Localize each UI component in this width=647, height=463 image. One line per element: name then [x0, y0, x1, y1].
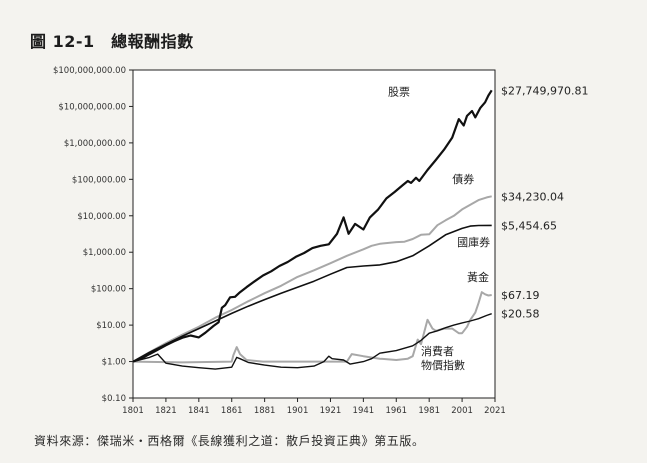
x-tick-label: 1861	[221, 406, 243, 416]
y-tick-label: $1,000.00	[83, 248, 126, 258]
y-tick-label: $0.10	[102, 394, 126, 404]
x-tick-label: 1841	[188, 406, 210, 416]
end-value-label: $67.19	[501, 289, 540, 302]
series-line	[132, 313, 492, 370]
x-tick-label: 1881	[254, 406, 276, 416]
end-value-label: $5,454.65	[501, 219, 557, 232]
series-name-label: 消費者	[421, 344, 454, 358]
y-tick-label: $100,000.00	[72, 175, 126, 185]
series-line	[132, 291, 492, 364]
plot-area	[132, 69, 496, 399]
series-name-label: 物價指數	[421, 358, 465, 372]
y-tick-label: $1,000,000.00	[64, 139, 126, 149]
end-value-label: $27,749,970.81	[501, 84, 588, 97]
x-tick-label: 1901	[287, 406, 309, 416]
x-tick-label: 1921	[320, 406, 342, 416]
x-tick-label: 1941	[353, 406, 375, 416]
x-tick-label: 2021	[484, 406, 506, 416]
y-tick-label: $100,000,000.00	[53, 66, 126, 76]
y-tick-label: $10,000,000.00	[58, 102, 126, 112]
series-name-label: 股票	[388, 85, 410, 98]
end-value-label: $34,230.04	[501, 190, 564, 203]
series-name-label: 國庫券	[457, 235, 490, 249]
series-name-label: 債券	[452, 172, 474, 186]
series-name-label: 黃金	[467, 270, 489, 284]
x-tick-label: 1981	[418, 406, 440, 416]
y-tick-label: $10,000.00	[77, 212, 126, 222]
x-tick-label: 2001	[451, 406, 473, 416]
source-note: 資料來源：傑瑞米・西格爾《長線獲利之道：散戶投資正典》第五版。	[34, 434, 425, 448]
x-tick-label: 1821	[155, 406, 177, 416]
series-line	[132, 195, 492, 363]
series-line	[132, 224, 492, 363]
y-tick-label: $1.00	[102, 358, 126, 368]
y-tick-label: $10.00	[96, 321, 126, 331]
figure-title: 圖 12-1 總報酬指數	[30, 32, 194, 51]
x-tick-label: 1801	[122, 406, 144, 416]
x-tick-label: 1961	[385, 406, 407, 416]
series-line	[132, 89, 493, 363]
y-tick-label: $100.00	[91, 285, 126, 295]
end-value-label: $20.58	[501, 308, 540, 321]
